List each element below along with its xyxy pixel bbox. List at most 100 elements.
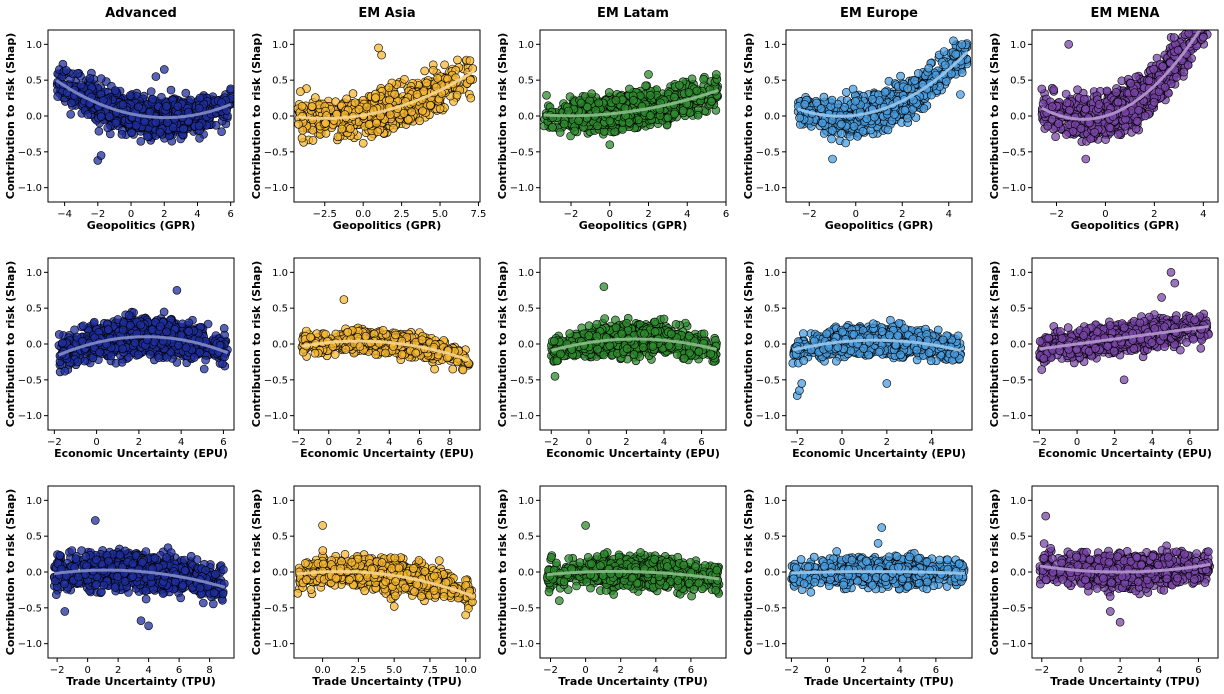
data-point	[96, 151, 106, 160]
y-axis-label: Contribution to risk (Shap)	[250, 33, 263, 200]
x-tick-label: −2	[802, 209, 817, 220]
y-tick-label: 0.0	[272, 112, 288, 123]
data-point	[217, 127, 226, 136]
data-point	[1073, 85, 1082, 94]
data-point	[913, 69, 923, 78]
data-point	[827, 126, 837, 135]
data-point	[337, 124, 347, 134]
data-point	[868, 95, 877, 104]
data-point	[1207, 1, 1215, 9]
data-point	[951, 49, 961, 59]
data-point	[924, 63, 934, 73]
data-point	[1086, 134, 1095, 143]
x-tick-label: 2	[645, 209, 651, 220]
data-point	[670, 109, 679, 119]
x-tick-label: 0	[128, 209, 134, 220]
data-point	[711, 70, 721, 79]
data-point	[1199, 21, 1207, 29]
data-point	[162, 102, 171, 111]
data-point	[605, 116, 615, 126]
data-point	[384, 83, 394, 92]
data-point	[800, 100, 810, 109]
data-point	[134, 102, 143, 112]
data-point	[308, 136, 318, 145]
data-point	[926, 90, 936, 100]
y-tick-label: −0.5	[510, 147, 534, 158]
data-point	[890, 110, 899, 119]
data-point	[151, 118, 161, 127]
y-tick-label: −1.0	[756, 183, 780, 194]
data-point	[542, 91, 551, 100]
data-point	[604, 88, 614, 97]
data-point	[624, 118, 634, 127]
data-point	[136, 137, 146, 146]
data-point	[85, 74, 95, 83]
data-point	[957, 40, 967, 49]
data-point	[903, 84, 912, 93]
data-point	[827, 95, 837, 105]
x-axis-label: Geopolitics (GPR)	[579, 219, 688, 232]
data-point	[1149, 97, 1159, 107]
y-tick-label: 0.5	[272, 76, 288, 87]
data-point	[1102, 86, 1112, 96]
data-point	[465, 56, 475, 66]
data-point	[307, 102, 317, 111]
data-point	[346, 124, 355, 133]
data-point	[157, 92, 166, 102]
y-tick-label: −0.5	[264, 147, 288, 158]
data-point	[66, 110, 75, 119]
data-point	[400, 75, 409, 84]
scatter-points	[294, 43, 478, 148]
y-tick-label: −1.0	[264, 183, 288, 194]
y-tick-label: 0.5	[1010, 76, 1026, 87]
data-point	[1062, 130, 1071, 139]
data-point	[53, 92, 63, 101]
x-tick-label: 0	[1102, 209, 1108, 220]
x-tick-label: 4	[946, 209, 952, 220]
data-point	[1205, 12, 1213, 20]
data-point	[160, 65, 169, 74]
data-point	[564, 106, 573, 116]
x-axis-label: Geopolitics (GPR)	[333, 219, 442, 232]
data-point	[1126, 78, 1135, 88]
data-point	[73, 69, 82, 78]
data-point	[297, 102, 307, 111]
data-point	[548, 122, 557, 132]
data-point	[118, 100, 128, 109]
data-point	[194, 103, 204, 113]
data-point	[399, 109, 409, 118]
data-point	[625, 84, 634, 94]
data-point	[362, 102, 372, 112]
y-tick-label: 0.0	[26, 112, 42, 123]
data-point	[389, 124, 398, 133]
column-title: EM Latam	[597, 6, 669, 21]
data-point	[1201, 18, 1209, 26]
y-tick-label: 1.0	[26, 40, 42, 51]
data-point	[1101, 135, 1110, 144]
data-point	[125, 91, 135, 100]
data-point	[1047, 102, 1057, 111]
data-point	[407, 107, 416, 117]
x-tick-label: 0	[853, 209, 859, 220]
data-point	[103, 123, 112, 133]
data-point	[1038, 99, 1048, 108]
data-point	[372, 118, 381, 128]
x-tick-label: 4	[684, 209, 690, 220]
y-tick-label: −1.0	[510, 183, 534, 194]
data-point	[851, 96, 860, 106]
data-point	[611, 95, 621, 105]
x-tick-label: −2	[90, 209, 105, 220]
y-tick-label: 0.0	[764, 112, 780, 123]
data-point	[956, 90, 965, 99]
trend-line	[797, 50, 969, 118]
x-tick-label: 6	[723, 209, 729, 220]
data-point	[420, 66, 430, 76]
data-point	[226, 84, 234, 94]
y-tick-label: −0.5	[756, 147, 780, 158]
column-title: EM Europe	[840, 6, 918, 21]
data-point	[1051, 132, 1060, 141]
y-tick-label: −1.0	[1002, 183, 1026, 194]
data-point	[173, 102, 183, 111]
data-point	[1064, 39, 1073, 49]
